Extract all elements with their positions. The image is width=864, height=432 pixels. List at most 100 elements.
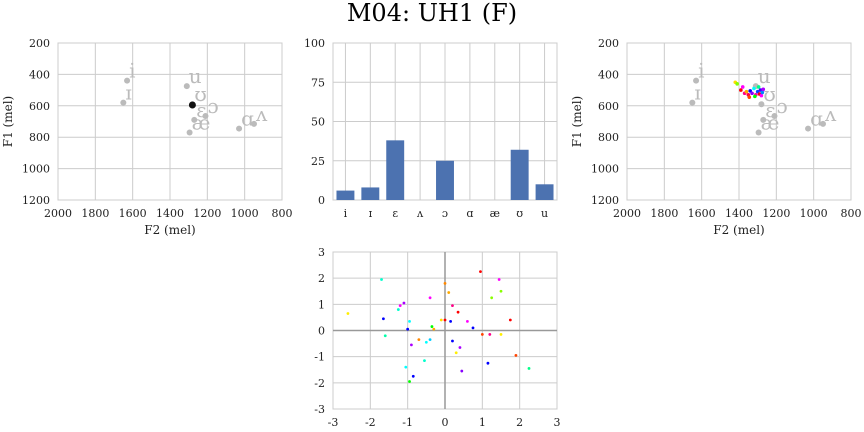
scatter-point: [410, 343, 413, 347]
y-tick-label: -3: [314, 403, 325, 416]
y-tick-label: 100: [304, 37, 325, 50]
vowel-point: [689, 99, 696, 106]
vowel-label: i: [129, 59, 135, 83]
vowel-space-plot: 2000 1800 1600 1400 1200 1000 800 200 400 600 800 1…: [1, 37, 293, 237]
y-tick-label: 1: [318, 298, 325, 311]
scatter-point: [383, 334, 387, 338]
scatter-point: [460, 369, 464, 373]
scatter-point: [417, 338, 421, 342]
vowel-point: [183, 83, 190, 90]
x-tick-label: 800: [841, 207, 862, 220]
scatter-point: [398, 304, 402, 308]
plot-frame: [626, 42, 852, 201]
y-tick-label: 400: [598, 68, 619, 81]
x-tick-label: ʊ: [516, 207, 523, 220]
vowel-point: [758, 101, 765, 108]
vowel-label: ʌ: [255, 102, 268, 126]
vowel-label: u: [758, 64, 771, 88]
scatter-point: [406, 327, 410, 331]
x-tick-label: 800: [272, 207, 293, 220]
vowel-label: ɛ: [765, 98, 775, 122]
y-tick-label: 1000: [22, 163, 50, 176]
x-tick-label: ɔ: [442, 207, 448, 220]
scatter-point: [408, 380, 411, 383]
bar: [386, 140, 405, 200]
x-axis-label: F2 (mel): [144, 223, 195, 237]
scatter-point: [380, 278, 383, 281]
x-tick-label: 1000: [231, 207, 259, 220]
x-tick-label: -3: [328, 416, 339, 429]
y-axis-label: F1 (mel): [1, 96, 15, 147]
scatter-point: [486, 361, 490, 365]
scatter-point: [404, 365, 408, 369]
y-tick-label: 75: [311, 76, 325, 89]
x-tick-label: 1400: [156, 207, 184, 220]
vowel-label: ɔ: [776, 94, 787, 118]
y-tick-label: 0: [318, 325, 325, 338]
vowel-point: [186, 129, 193, 136]
vowel-point: [805, 125, 812, 132]
token-point: [760, 90, 765, 95]
y-axis-label: F1 (mel): [570, 96, 584, 147]
figure-title: M04: UH1 (F): [347, 0, 517, 27]
scatter-point: [527, 367, 531, 370]
x-tick-label: 1200: [193, 207, 221, 220]
current-token-point: [188, 101, 196, 109]
y-tick-label: 0: [318, 194, 325, 207]
x-tick-label: ʌ: [416, 207, 424, 220]
token-point: [740, 85, 745, 89]
scatter-point: [497, 278, 501, 281]
y-tick-label: -2: [314, 377, 325, 390]
x-tick-label: 3: [554, 416, 561, 429]
x-tick-label: 1800: [81, 207, 109, 220]
scatter-point: [451, 304, 454, 308]
vowel-label: ɪ: [125, 81, 131, 105]
y-tick-label: -1: [314, 351, 325, 364]
vowel-label: i: [698, 59, 704, 83]
plot-frame: [57, 42, 283, 201]
feature-scatter-plot: -3 -2 -1 0 1 2 3 -3 -2 -1 0 1 2 3: [314, 246, 560, 429]
scatter-point: [454, 351, 458, 355]
scatter-point: [396, 308, 400, 311]
vowel-point: [820, 120, 826, 127]
scatter-point: [451, 339, 454, 343]
token-vowel-space-plot: 2000 1800 1600 1400 1200 1000 800 200 400 600 800 1…: [570, 37, 862, 237]
bar: [436, 160, 454, 200]
scatter-point: [456, 310, 460, 314]
x-axis-label: F2 (mel): [713, 223, 764, 237]
vowel-label: ɔ: [207, 94, 218, 118]
vowel-label: u: [189, 64, 202, 88]
scatter-point: [499, 333, 503, 336]
vowel-point: [760, 116, 767, 123]
token-point: [753, 94, 757, 99]
scatter-point: [424, 340, 428, 344]
vowel-label: ʊ: [763, 82, 775, 106]
scatter-point: [471, 326, 475, 330]
scatter-point: [449, 319, 452, 323]
vowel-point: [251, 120, 257, 127]
x-tick-label: 1400: [725, 207, 753, 220]
x-tick-label: 1600: [119, 207, 147, 220]
y-tick-label: 600: [29, 100, 50, 113]
x-tick-label: 1600: [688, 207, 716, 220]
x-tick-label: 0: [442, 416, 449, 429]
bar: [535, 184, 554, 200]
vowel-distribution-bar-chart: 0 25 50 75 100 i ɪ ɛ ʌ ɔ ɑ æ ʊ u: [304, 37, 558, 220]
vowel-point: [191, 116, 198, 123]
x-tick-label: 1200: [762, 207, 790, 220]
scatter-point: [499, 289, 503, 293]
x-tick-label: 1: [479, 416, 486, 429]
x-tick-label: 1000: [800, 207, 828, 220]
scatter-point: [488, 333, 492, 336]
scatter-point: [432, 327, 436, 331]
vowel-label: ɑ: [810, 107, 823, 131]
vowel-label: ʊ: [194, 82, 206, 106]
vowel-point: [771, 113, 778, 120]
scatter-point: [443, 282, 447, 285]
x-tick-label: 2: [516, 416, 523, 429]
x-tick-label: 2000: [44, 207, 72, 220]
vowel-label: ɛ: [196, 98, 206, 122]
vowel-point: [755, 129, 762, 136]
scatter-point: [458, 346, 462, 349]
scatter-point: [402, 301, 406, 305]
